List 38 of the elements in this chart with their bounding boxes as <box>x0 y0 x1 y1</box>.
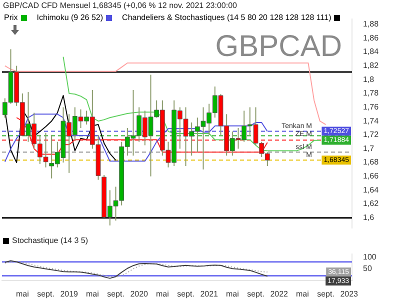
chart-title: Stochastique (14 3 5) <box>12 236 88 246</box>
legend-label: Chandeliers & Stochastiques (14 5 80 20 128 128 128 111) <box>122 13 332 22</box>
y-tick-label: 100 <box>363 252 377 262</box>
x-tick-label: sept. <box>177 289 194 298</box>
y-tick-label: 1,84 <box>363 47 380 56</box>
x-tick-label: 2021 <box>200 289 219 298</box>
y-tick-label: 1,66 <box>363 172 380 181</box>
x-tick-label: sept. <box>107 289 124 298</box>
x-tick-label: 2020 <box>130 289 149 298</box>
y-tick-label: 1,76 <box>363 102 380 112</box>
x-tick-label: sept. <box>37 289 54 298</box>
y-tick-label: 1,62 <box>363 199 380 208</box>
x-tick-label: sept. <box>247 289 264 298</box>
y-tick-label: 1,82 <box>363 60 380 70</box>
x-tick-label: mai <box>296 289 310 298</box>
x-tick-label: 2023 <box>340 289 359 298</box>
y-tick-label: 1,88 <box>363 20 380 29</box>
y-tick-label: 1,72 <box>363 130 380 140</box>
chart-title: GBP/CAD CFD Mensuel 1,68345 (+0,06 % 12 nov. 2021 23:00:00 <box>3 0 237 11</box>
x-tick-label: mai <box>156 289 170 298</box>
y-tick-label: 1,78 <box>363 88 380 98</box>
y-tick-label: 1,68 <box>363 158 380 167</box>
x-tick-label: mai <box>16 289 30 298</box>
x-tick-label: sept. <box>317 289 334 298</box>
legend-label: Prix <box>4 13 18 22</box>
y-tick-label: 50 <box>363 264 372 274</box>
y-tick-label: 1,64 <box>363 185 380 194</box>
y-tick-label: 1,8 <box>363 74 375 84</box>
annotation: GBPCAD <box>215 30 342 64</box>
y-tick-label: 1,86 <box>363 33 380 42</box>
y-tick-label: 1,74 <box>363 116 380 126</box>
x-tick-label: 2022 <box>270 289 289 298</box>
legend-label: Ichimoku (9 26 52) <box>36 13 104 22</box>
x-tick-label: 2019 <box>60 289 79 298</box>
y-tick-label: 1,7 <box>363 144 375 153</box>
x-tick-label: mai <box>86 289 100 298</box>
x-tick-label: mai <box>226 289 240 298</box>
y-tick-label: 1,6 <box>363 213 375 222</box>
